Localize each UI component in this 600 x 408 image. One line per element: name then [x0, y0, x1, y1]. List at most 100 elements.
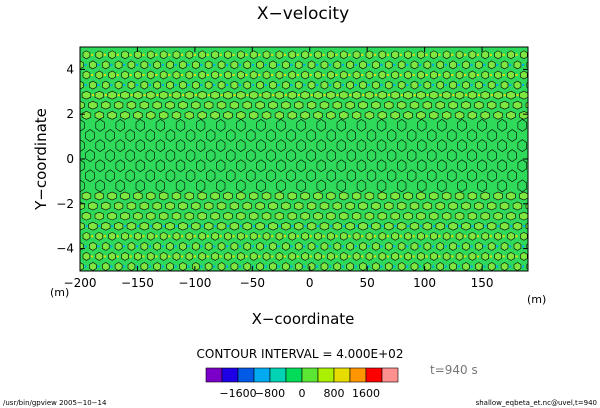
contour-cell	[507, 50, 515, 60]
contour-cell	[307, 242, 316, 251]
colorbar-swatch	[205, 367, 223, 383]
contour-cell	[288, 252, 297, 261]
contour-cell	[172, 50, 181, 60]
contour-cell	[497, 159, 507, 173]
contour-cell	[336, 139, 347, 152]
contour-cell	[101, 221, 111, 231]
contour-spot	[123, 245, 126, 248]
contour-spot	[444, 63, 447, 66]
contour-spot	[354, 84, 357, 87]
contour-cell	[499, 201, 510, 211]
contour-cell	[356, 179, 367, 193]
contour-cell	[184, 90, 194, 100]
contour-spot	[444, 265, 447, 268]
contour-spot	[136, 225, 140, 228]
contour-cell	[487, 221, 497, 231]
contour-spot	[476, 255, 480, 258]
contour-cell	[320, 242, 329, 251]
contour-cell	[313, 110, 323, 120]
contour-cell	[114, 262, 123, 271]
contour-cell	[115, 179, 125, 193]
contour-cell	[462, 242, 470, 251]
contour-cell	[313, 211, 323, 221]
contour-cell	[300, 110, 310, 120]
contour-spot	[521, 265, 525, 268]
contour-cell	[364, 191, 375, 201]
contour-spot	[452, 94, 455, 97]
contour-cell	[134, 70, 142, 80]
contour-cell	[94, 191, 104, 201]
contour-spot	[451, 255, 454, 258]
contour-cell	[378, 231, 387, 241]
contour-cell	[409, 221, 420, 231]
contour-spot	[116, 74, 119, 76]
contour-cell	[365, 50, 374, 60]
contour-spot	[258, 255, 261, 258]
contour-cell	[326, 169, 336, 183]
contour-cell	[81, 90, 92, 100]
contour-cell	[126, 221, 137, 231]
contour-spot	[431, 84, 435, 87]
contour-cell	[255, 201, 265, 211]
contour-cell	[474, 100, 484, 110]
contour-cell	[519, 90, 528, 100]
contour-cell	[80, 262, 84, 271]
contour-spot	[355, 225, 358, 228]
contour-cell	[481, 70, 490, 80]
contour-cell	[364, 90, 375, 100]
contour-cell	[147, 231, 155, 241]
contour-cell	[384, 80, 393, 90]
contour-spot	[188, 225, 191, 228]
contour-spot	[367, 63, 370, 66]
contour-cell	[352, 50, 361, 60]
contour-spot	[322, 53, 325, 56]
contour-cell	[243, 242, 251, 251]
contour-spot	[290, 84, 293, 87]
contour-spot	[477, 94, 481, 97]
contour-spot	[348, 255, 351, 258]
contour-spot	[283, 53, 287, 56]
contour-spot	[464, 255, 467, 258]
contour-cell	[95, 252, 104, 261]
contour-spot	[535, 266, 537, 268]
contour-spot	[509, 245, 512, 248]
contour-cell	[276, 139, 286, 152]
contour-cell	[487, 60, 496, 70]
x-tick-label: 0	[306, 276, 314, 290]
contour-spot	[380, 245, 383, 248]
contour-cell	[224, 50, 232, 60]
contour-spot	[135, 84, 139, 87]
contour-cell	[126, 201, 137, 211]
contour-cell	[497, 179, 507, 193]
contour-cell	[376, 179, 387, 193]
contour-cell	[256, 179, 266, 193]
contour-cell	[339, 191, 349, 201]
contour-cell	[320, 60, 329, 70]
contour-cell	[184, 191, 194, 201]
contour-cell	[165, 149, 176, 162]
contour-spot	[457, 84, 460, 87]
contour-spot	[297, 94, 300, 97]
contour-cell	[268, 221, 278, 231]
contour-spot	[309, 53, 312, 56]
contour-cell	[436, 262, 445, 271]
contour-cell	[296, 119, 306, 132]
contour-spot	[342, 225, 346, 228]
contour-cell	[288, 50, 297, 60]
contour-cell	[88, 100, 98, 110]
contour-cell	[487, 262, 496, 271]
contour-cell	[152, 100, 162, 110]
contour-cell	[346, 149, 357, 162]
colorbar-swatch	[333, 367, 351, 383]
contour-cell	[286, 149, 296, 162]
contour-cell	[457, 159, 467, 173]
contour-cell	[467, 110, 478, 120]
contour-spot	[200, 265, 203, 268]
contour-cell	[282, 262, 290, 271]
contour-spot	[380, 265, 383, 268]
contour-spot	[161, 265, 164, 268]
contour-spot	[393, 84, 396, 87]
contour-cell	[224, 70, 232, 80]
contour-cell	[153, 80, 161, 90]
contour-spot	[483, 84, 486, 87]
